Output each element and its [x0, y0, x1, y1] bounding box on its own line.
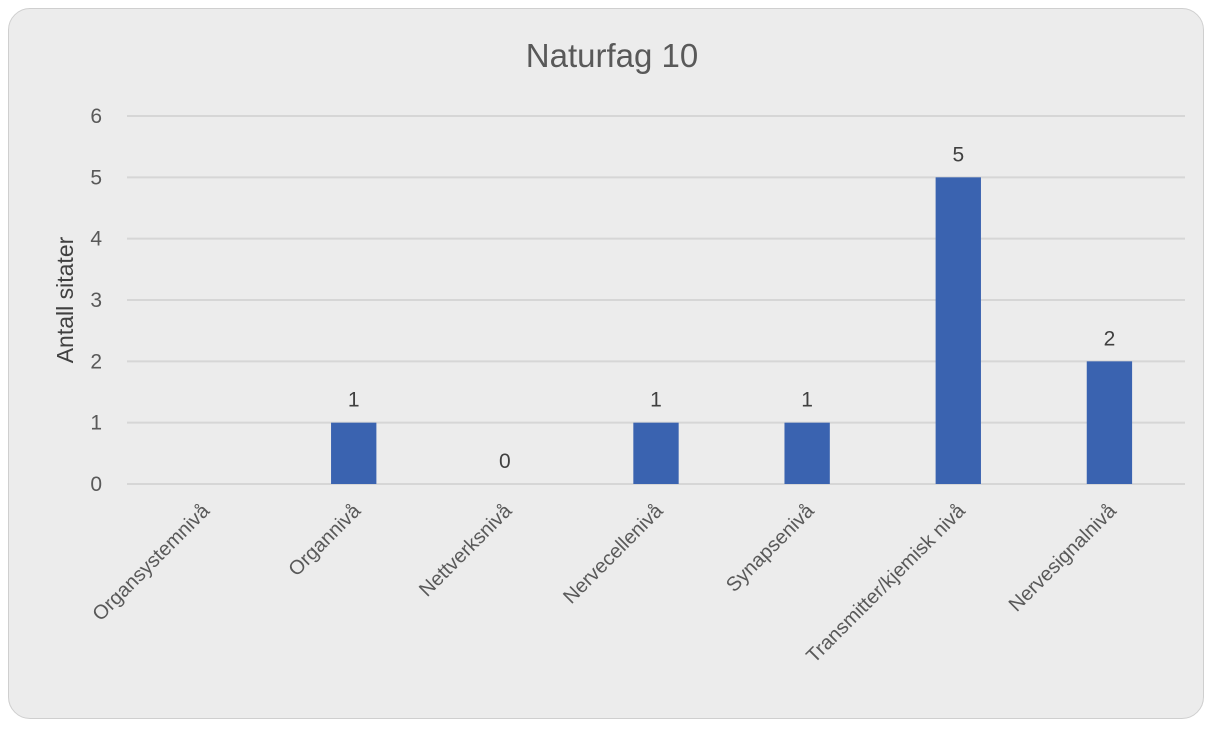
data-label: 1 — [801, 389, 813, 412]
chart-card — [8, 8, 1204, 719]
bar — [331, 422, 377, 484]
x-category-label: Nervesignalnivå — [1005, 499, 1122, 616]
y-tick-label: 2 — [90, 350, 102, 373]
y-tick-label: 1 — [90, 412, 102, 435]
x-category-label: Nervecellenivå — [559, 499, 668, 608]
data-label: 0 — [499, 450, 511, 473]
x-category-label: Nettverksnivå — [415, 499, 517, 601]
data-label: 1 — [348, 389, 360, 412]
bar — [633, 422, 679, 484]
y-tick-label: 0 — [90, 473, 102, 496]
y-tick-label: 6 — [90, 105, 102, 128]
chart-title: Naturfag 10 — [526, 37, 698, 74]
x-category-label: Synapsenivå — [722, 499, 819, 596]
y-axis-title: Antall sitater — [52, 236, 78, 363]
y-tick-label: 3 — [90, 289, 102, 312]
bar — [784, 422, 830, 484]
x-category-label: Organsystemnivå — [89, 499, 215, 625]
y-tick-label: 5 — [90, 166, 102, 189]
x-category-label: Transmitter/kjemisk nivå — [802, 499, 970, 667]
bar — [935, 177, 981, 485]
bar — [1086, 361, 1133, 484]
data-label: 5 — [952, 143, 964, 166]
x-category-label: Organnivå — [284, 499, 365, 580]
data-label: 1 — [650, 389, 662, 412]
y-tick-label: 4 — [90, 228, 102, 251]
data-label: 2 — [1104, 327, 1116, 350]
